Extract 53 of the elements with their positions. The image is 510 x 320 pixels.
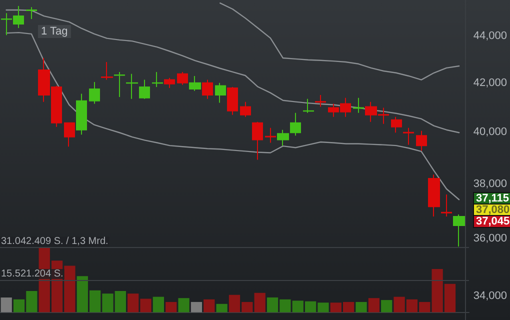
- candlestick: [252, 121, 263, 160]
- candlestick: [353, 97, 364, 114]
- bar: [0, 297, 12, 312]
- candlestick: [101, 62, 113, 80]
- candlestick: [215, 82, 226, 104]
- candlestick: [290, 112, 301, 136]
- candlestick: [89, 81, 100, 104]
- y-tick-label: 38,000: [473, 178, 508, 190]
- candlestick: [126, 73, 138, 100]
- bar: [152, 296, 164, 312]
- bar: [190, 302, 202, 312]
- text: 37,045: [476, 216, 510, 228]
- y-tick-label: 44,000: [473, 30, 508, 42]
- candlestick: [315, 94, 326, 108]
- bar: [178, 298, 190, 312]
- candlestick: [416, 130, 427, 152]
- candlestick: [428, 174, 440, 217]
- candlestick: [453, 214, 465, 248]
- annotation: 1 Tag: [41, 26, 68, 38]
- candlestick: [403, 127, 414, 146]
- bar: [356, 302, 367, 312]
- ref-line-label: 31.042.409 S. / 1,3 Mrd.: [1, 236, 108, 248]
- candlestick: [76, 93, 87, 136]
- candlestick: [64, 122, 75, 148]
- bar: [204, 299, 215, 312]
- y-tick-label: 34,000: [473, 290, 508, 302]
- line-series: [6, 9, 460, 134]
- line-series: [220, 2, 460, 80]
- bar: [381, 300, 392, 312]
- candlestick: [139, 79, 150, 100]
- candlestick: [277, 129, 289, 146]
- ref-line-label: 15.521.204 S.: [1, 268, 64, 280]
- candlestick: [26, 6, 37, 20]
- candlestick: [152, 71, 163, 88]
- y-tick-label: 36,000: [473, 232, 508, 244]
- text: 37,080: [476, 204, 510, 216]
- candlestick: [227, 86, 238, 116]
- y-tick-label: 42,000: [473, 76, 508, 89]
- candlestick: [391, 116, 402, 134]
- candlestick: [265, 127, 276, 144]
- candlestick: [164, 77, 175, 88]
- candlestick: [303, 98, 314, 114]
- text: 37,115: [476, 192, 510, 204]
- candlestick: [189, 75, 201, 92]
- bar: [368, 298, 380, 312]
- y-tick-label: 40,000: [473, 126, 508, 138]
- candlestick: [177, 71, 188, 86]
- candlestick: [202, 79, 213, 100]
- bar: [166, 302, 177, 312]
- candlestick: [240, 101, 251, 118]
- candlestick: [114, 71, 125, 98]
- bar: [216, 304, 228, 312]
- candlestick: [441, 194, 452, 217]
